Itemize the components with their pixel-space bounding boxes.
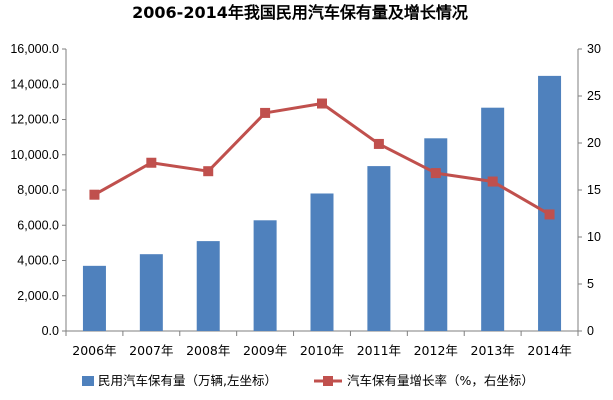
- line-marker: [203, 166, 214, 177]
- legend-line-label: 汽车保有量增长率（%，右坐标）: [347, 373, 534, 388]
- x-tick-label: 2013年: [471, 343, 515, 358]
- left-tick-label: 4,000.0: [17, 254, 59, 268]
- chart-title: 2006-2014年我国民用汽车保有量及增长情况: [132, 3, 468, 22]
- right-axis-ticks: 0 5 10 15 20 25 30: [578, 42, 601, 338]
- right-tick-label: 30: [587, 42, 601, 56]
- bar-series: [82, 75, 562, 331]
- legend-bar-label: 民用汽车保有量（万辆,左坐标）: [98, 373, 277, 388]
- legend-bar-swatch: [82, 376, 94, 386]
- line-marker: [146, 157, 157, 168]
- line-series: [89, 98, 555, 220]
- bar: [424, 138, 448, 331]
- right-tick-label: 25: [587, 89, 601, 103]
- x-tick-label: 2014年: [527, 343, 571, 358]
- left-tick-label: 14,000.0: [10, 77, 59, 91]
- bar: [538, 75, 562, 331]
- line-marker: [373, 138, 384, 149]
- x-tick-label: 2012年: [414, 343, 458, 358]
- left-tick-label: 2,000.0: [17, 289, 59, 303]
- right-tick-label: 10: [587, 230, 601, 244]
- right-tick-label: 20: [587, 136, 601, 150]
- legend-line-marker: [323, 376, 333, 386]
- line-marker: [430, 168, 441, 179]
- x-tick-label: 2011年: [357, 343, 401, 358]
- right-tick-label: 15: [587, 183, 601, 197]
- left-tick-label: 16,000.0: [10, 42, 59, 56]
- line-marker: [89, 189, 100, 200]
- line-marker: [317, 98, 327, 109]
- bar: [310, 193, 334, 331]
- left-tick-label: 6,000.0: [17, 218, 59, 232]
- line-marker: [544, 209, 555, 220]
- bar: [139, 254, 163, 331]
- x-tick-label: 2009年: [243, 343, 287, 358]
- x-tick-label: 2007年: [129, 343, 173, 358]
- x-tick-label: 2010年: [300, 343, 344, 358]
- left-tick-label: 8,000.0: [17, 183, 59, 197]
- right-tick-label: 5: [587, 277, 594, 291]
- x-tick-label: 2008年: [186, 343, 230, 358]
- line-marker: [487, 176, 498, 187]
- left-axis-ticks: 0.0 2,000.0 4,000.0 6,000.0 8,000.0 10,000.0 1…: [10, 42, 66, 338]
- left-tick-label: 12,000.0: [10, 113, 59, 127]
- bar: [367, 166, 391, 331]
- left-tick-label: 10,000.0: [10, 148, 59, 162]
- bar: [253, 220, 277, 331]
- line-marker: [260, 107, 271, 118]
- left-tick-label: 0.0: [42, 324, 59, 338]
- x-tick-label: 2006年: [72, 343, 116, 358]
- x-axis-ticks: 2006年 2007年 2008年 2009年 2010年 2011年 2012年 2013年…: [65, 331, 579, 358]
- bar: [196, 241, 220, 331]
- bar: [481, 107, 505, 331]
- legend: 民用汽车保有量（万辆,左坐标） 汽车保有量增长率（%，右坐标）: [82, 373, 534, 388]
- bar: [82, 265, 106, 331]
- right-tick-label: 0: [587, 324, 594, 338]
